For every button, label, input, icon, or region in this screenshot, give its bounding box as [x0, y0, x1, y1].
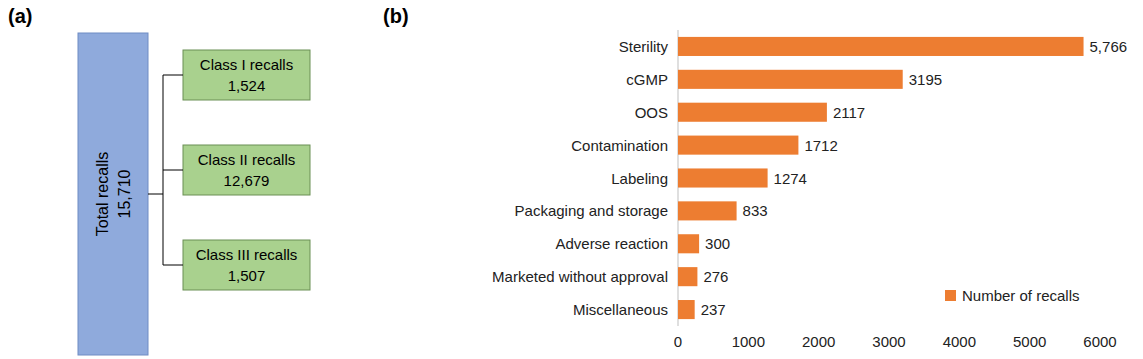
connector [163, 265, 183, 266]
category-label: Packaging and storage [515, 202, 668, 219]
bar [678, 234, 699, 253]
category-label: Marketed without approval [492, 268, 668, 285]
data-label: 276 [703, 268, 728, 285]
connector [163, 170, 183, 171]
panel-label: (a) [8, 5, 32, 27]
legend-label: Number of recalls [962, 287, 1080, 304]
class-box [183, 240, 310, 290]
category-label: Labeling [611, 170, 668, 187]
bar [678, 201, 737, 220]
tick-label: 3000 [872, 333, 905, 350]
root-label: Total recalls [94, 152, 111, 236]
bars [678, 37, 1084, 319]
category-label: cGMP [626, 71, 668, 88]
category-label: Adverse reaction [555, 235, 668, 252]
class-count: 1,524 [228, 77, 266, 94]
connector [148, 194, 163, 195]
bar [678, 267, 697, 286]
class-label: Class III recalls [196, 246, 298, 263]
data-label: 300 [705, 235, 730, 252]
data-label: 237 [701, 301, 726, 318]
panel-label: (b) [383, 5, 409, 27]
data-label: 833 [743, 202, 768, 219]
category-label: Miscellaneous [573, 301, 668, 318]
tick-label: 2000 [802, 333, 835, 350]
class-count: 12,679 [224, 172, 270, 189]
data-label: 5,766 [1090, 38, 1128, 55]
data-label: 3195 [909, 71, 942, 88]
class-label: Class I recalls [200, 56, 293, 73]
root-count: 15,710 [116, 169, 133, 218]
connector [163, 75, 164, 265]
legend-swatch [945, 290, 956, 301]
bar [678, 37, 1084, 56]
class-count: 1,507 [228, 267, 266, 284]
data-label: 1274 [774, 170, 807, 187]
category-label: OOS [635, 104, 668, 121]
tick-label: 5000 [1013, 333, 1046, 350]
bar [678, 300, 695, 319]
root-box [78, 33, 148, 355]
category-label: Contamination [571, 137, 668, 154]
class-box [183, 50, 310, 100]
class-box [183, 145, 310, 195]
data-label: 1712 [804, 137, 837, 154]
bar [678, 168, 768, 187]
tick-label: 0 [674, 333, 682, 350]
connector [163, 75, 183, 76]
bar [678, 136, 798, 155]
bar [678, 103, 827, 122]
root-text: Total recalls 15,710 [94, 152, 133, 236]
category-label: Sterility [619, 38, 669, 55]
tick-label: 1000 [732, 333, 765, 350]
tick-label: 6000 [1083, 333, 1116, 350]
bar [678, 70, 903, 89]
tick-label: 4000 [943, 333, 976, 350]
data-label: 2117 [833, 104, 865, 121]
figure: (a) (b) Total recalls 15,710 Class I recalls… [0, 0, 1143, 359]
class-label: Class II recalls [198, 151, 296, 168]
